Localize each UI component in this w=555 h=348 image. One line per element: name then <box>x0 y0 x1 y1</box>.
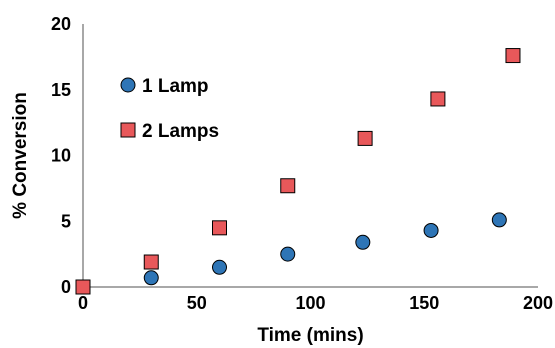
data-point <box>280 246 296 262</box>
series-2 <box>75 48 521 295</box>
data-point <box>143 270 159 286</box>
x-axis-title: Time (mins) <box>257 325 363 346</box>
data-point <box>143 254 159 270</box>
data-point <box>357 130 373 146</box>
y-axis-title: % Conversion <box>10 92 31 219</box>
data-points <box>75 48 521 295</box>
tick-labels: 0 50 100 150 200 0 5 10 15 20 <box>51 14 553 313</box>
data-point <box>491 212 507 228</box>
y-tick-label: 15 <box>51 80 71 100</box>
y-tick-label: 5 <box>61 211 71 231</box>
data-point <box>212 220 227 236</box>
data-point <box>505 48 521 64</box>
data-point <box>430 91 446 107</box>
data-point <box>423 222 439 238</box>
x-tick-label: 150 <box>409 293 439 313</box>
legend: 1 Lamp 2 Lamps <box>120 76 219 142</box>
legend-label: 1 Lamp <box>142 76 209 97</box>
y-tick-label: 0 <box>61 277 71 297</box>
legend-label: 2 Lamps <box>142 121 219 142</box>
x-tick-label: 200 <box>523 293 553 313</box>
legend-marker <box>120 77 136 93</box>
y-tick-label: 20 <box>51 14 71 34</box>
data-point <box>355 234 371 250</box>
axes <box>82 24 538 288</box>
legend-marker <box>120 122 136 138</box>
data-point <box>75 279 91 295</box>
x-tick-label: 100 <box>295 293 325 313</box>
x-tick-label: 0 <box>78 293 88 313</box>
data-point <box>212 259 227 275</box>
data-point <box>280 178 296 194</box>
series-1 <box>75 212 507 295</box>
x-tick-label: 50 <box>187 293 207 313</box>
y-tick-label: 10 <box>51 146 71 166</box>
